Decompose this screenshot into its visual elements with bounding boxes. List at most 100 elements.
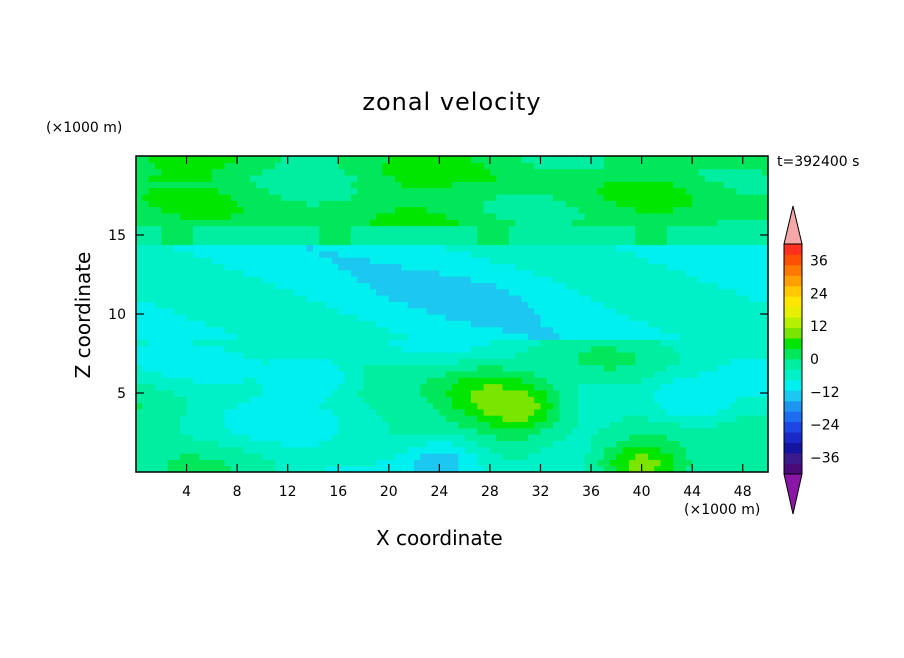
field-cell: [256, 307, 263, 315]
field-cell: [679, 238, 687, 246]
field-cell: [262, 453, 270, 460]
field-cell: [692, 200, 700, 208]
field-cell: [736, 358, 744, 366]
field-cell: [256, 453, 263, 460]
field-cell: [742, 421, 750, 429]
field-cell: [249, 364, 257, 372]
field-cell: [616, 219, 624, 227]
field-cell: [262, 219, 270, 227]
field-cell: [679, 257, 687, 265]
field-cell: [742, 396, 750, 404]
field-cell: [281, 301, 289, 309]
field-cell: [553, 339, 561, 347]
field-cell: [730, 257, 737, 265]
field-cell: [401, 332, 409, 340]
field-cell: [376, 263, 384, 271]
field-cell: [730, 332, 737, 340]
field-cell: [540, 269, 548, 277]
field-cell: [515, 314, 523, 321]
field-cell: [407, 396, 415, 404]
field-cell: [161, 427, 169, 435]
field-cell: [376, 320, 384, 328]
field-cell: [660, 421, 668, 429]
field-cell: [439, 421, 447, 429]
field-cell: [597, 168, 605, 176]
field-cell: [173, 358, 181, 366]
field-cell: [761, 219, 768, 227]
field-cell: [192, 269, 200, 277]
field-cell: [565, 402, 573, 410]
field-cell: [730, 421, 737, 429]
field-cell: [325, 181, 333, 189]
field-cell: [654, 427, 662, 435]
field-cell: [445, 238, 453, 246]
field-cell: [445, 174, 453, 182]
field-cell: [521, 238, 529, 246]
field-cell: [508, 377, 516, 385]
field-cell: [218, 162, 226, 170]
field-cell: [388, 427, 396, 435]
field-cell: [755, 370, 763, 378]
field-cell: [388, 168, 396, 176]
field-cell: [654, 276, 662, 283]
field-cell: [300, 276, 308, 283]
field-cell: [458, 206, 466, 214]
field-cell: [319, 282, 327, 290]
field-cell: [439, 231, 447, 239]
field-cell: [483, 453, 491, 460]
field-cell: [452, 326, 459, 334]
field-cell: [597, 282, 605, 290]
field-cell: [730, 219, 737, 227]
field-cell: [192, 225, 200, 233]
field-cell: [224, 301, 232, 309]
field-cell: [294, 295, 301, 302]
field-cell: [546, 345, 554, 353]
field-cell: [363, 206, 371, 214]
field-cell: [749, 174, 756, 182]
field-cell: [420, 314, 428, 321]
field-cell: [736, 250, 744, 258]
field-cell: [597, 193, 605, 201]
field-cell: [502, 314, 510, 321]
field-cell: [344, 168, 352, 176]
field-cell: [565, 219, 573, 227]
field-cell: [325, 415, 333, 423]
field-cell: [268, 415, 276, 423]
field-cell: [591, 263, 598, 271]
field-cell: [584, 200, 592, 208]
field-cell: [502, 427, 510, 435]
field-cell: [180, 168, 188, 176]
field-cell: [199, 257, 207, 265]
field-cell: [616, 174, 624, 182]
field-cell: [180, 162, 188, 170]
field-cell: [521, 339, 529, 347]
field-cell: [376, 307, 384, 315]
field-cell: [736, 174, 744, 182]
field-cell: [692, 320, 700, 328]
field-cell: [584, 257, 592, 265]
field-cell: [502, 415, 510, 423]
field-cell: [483, 408, 491, 416]
field-cell: [704, 295, 712, 302]
field-cell: [211, 212, 219, 220]
field-cell: [515, 326, 523, 334]
field-cell: [306, 231, 314, 239]
field-cell: [742, 250, 750, 258]
field-cell: [275, 269, 282, 277]
field-cell: [180, 307, 188, 315]
field-cell: [382, 206, 390, 214]
field-cell: [388, 162, 396, 170]
field-cell: [268, 446, 276, 454]
field-cell: [666, 383, 674, 391]
field-cell: [281, 358, 289, 366]
field-cell: [647, 225, 655, 233]
field-cell: [464, 168, 472, 176]
field-cell: [211, 427, 219, 435]
field-cell: [331, 162, 339, 170]
field-cell: [445, 307, 453, 315]
field-cell: [211, 244, 219, 252]
field-cell: [692, 162, 700, 170]
field-cell: [679, 453, 687, 460]
field-cell: [641, 377, 649, 385]
field-cell: [515, 193, 523, 201]
